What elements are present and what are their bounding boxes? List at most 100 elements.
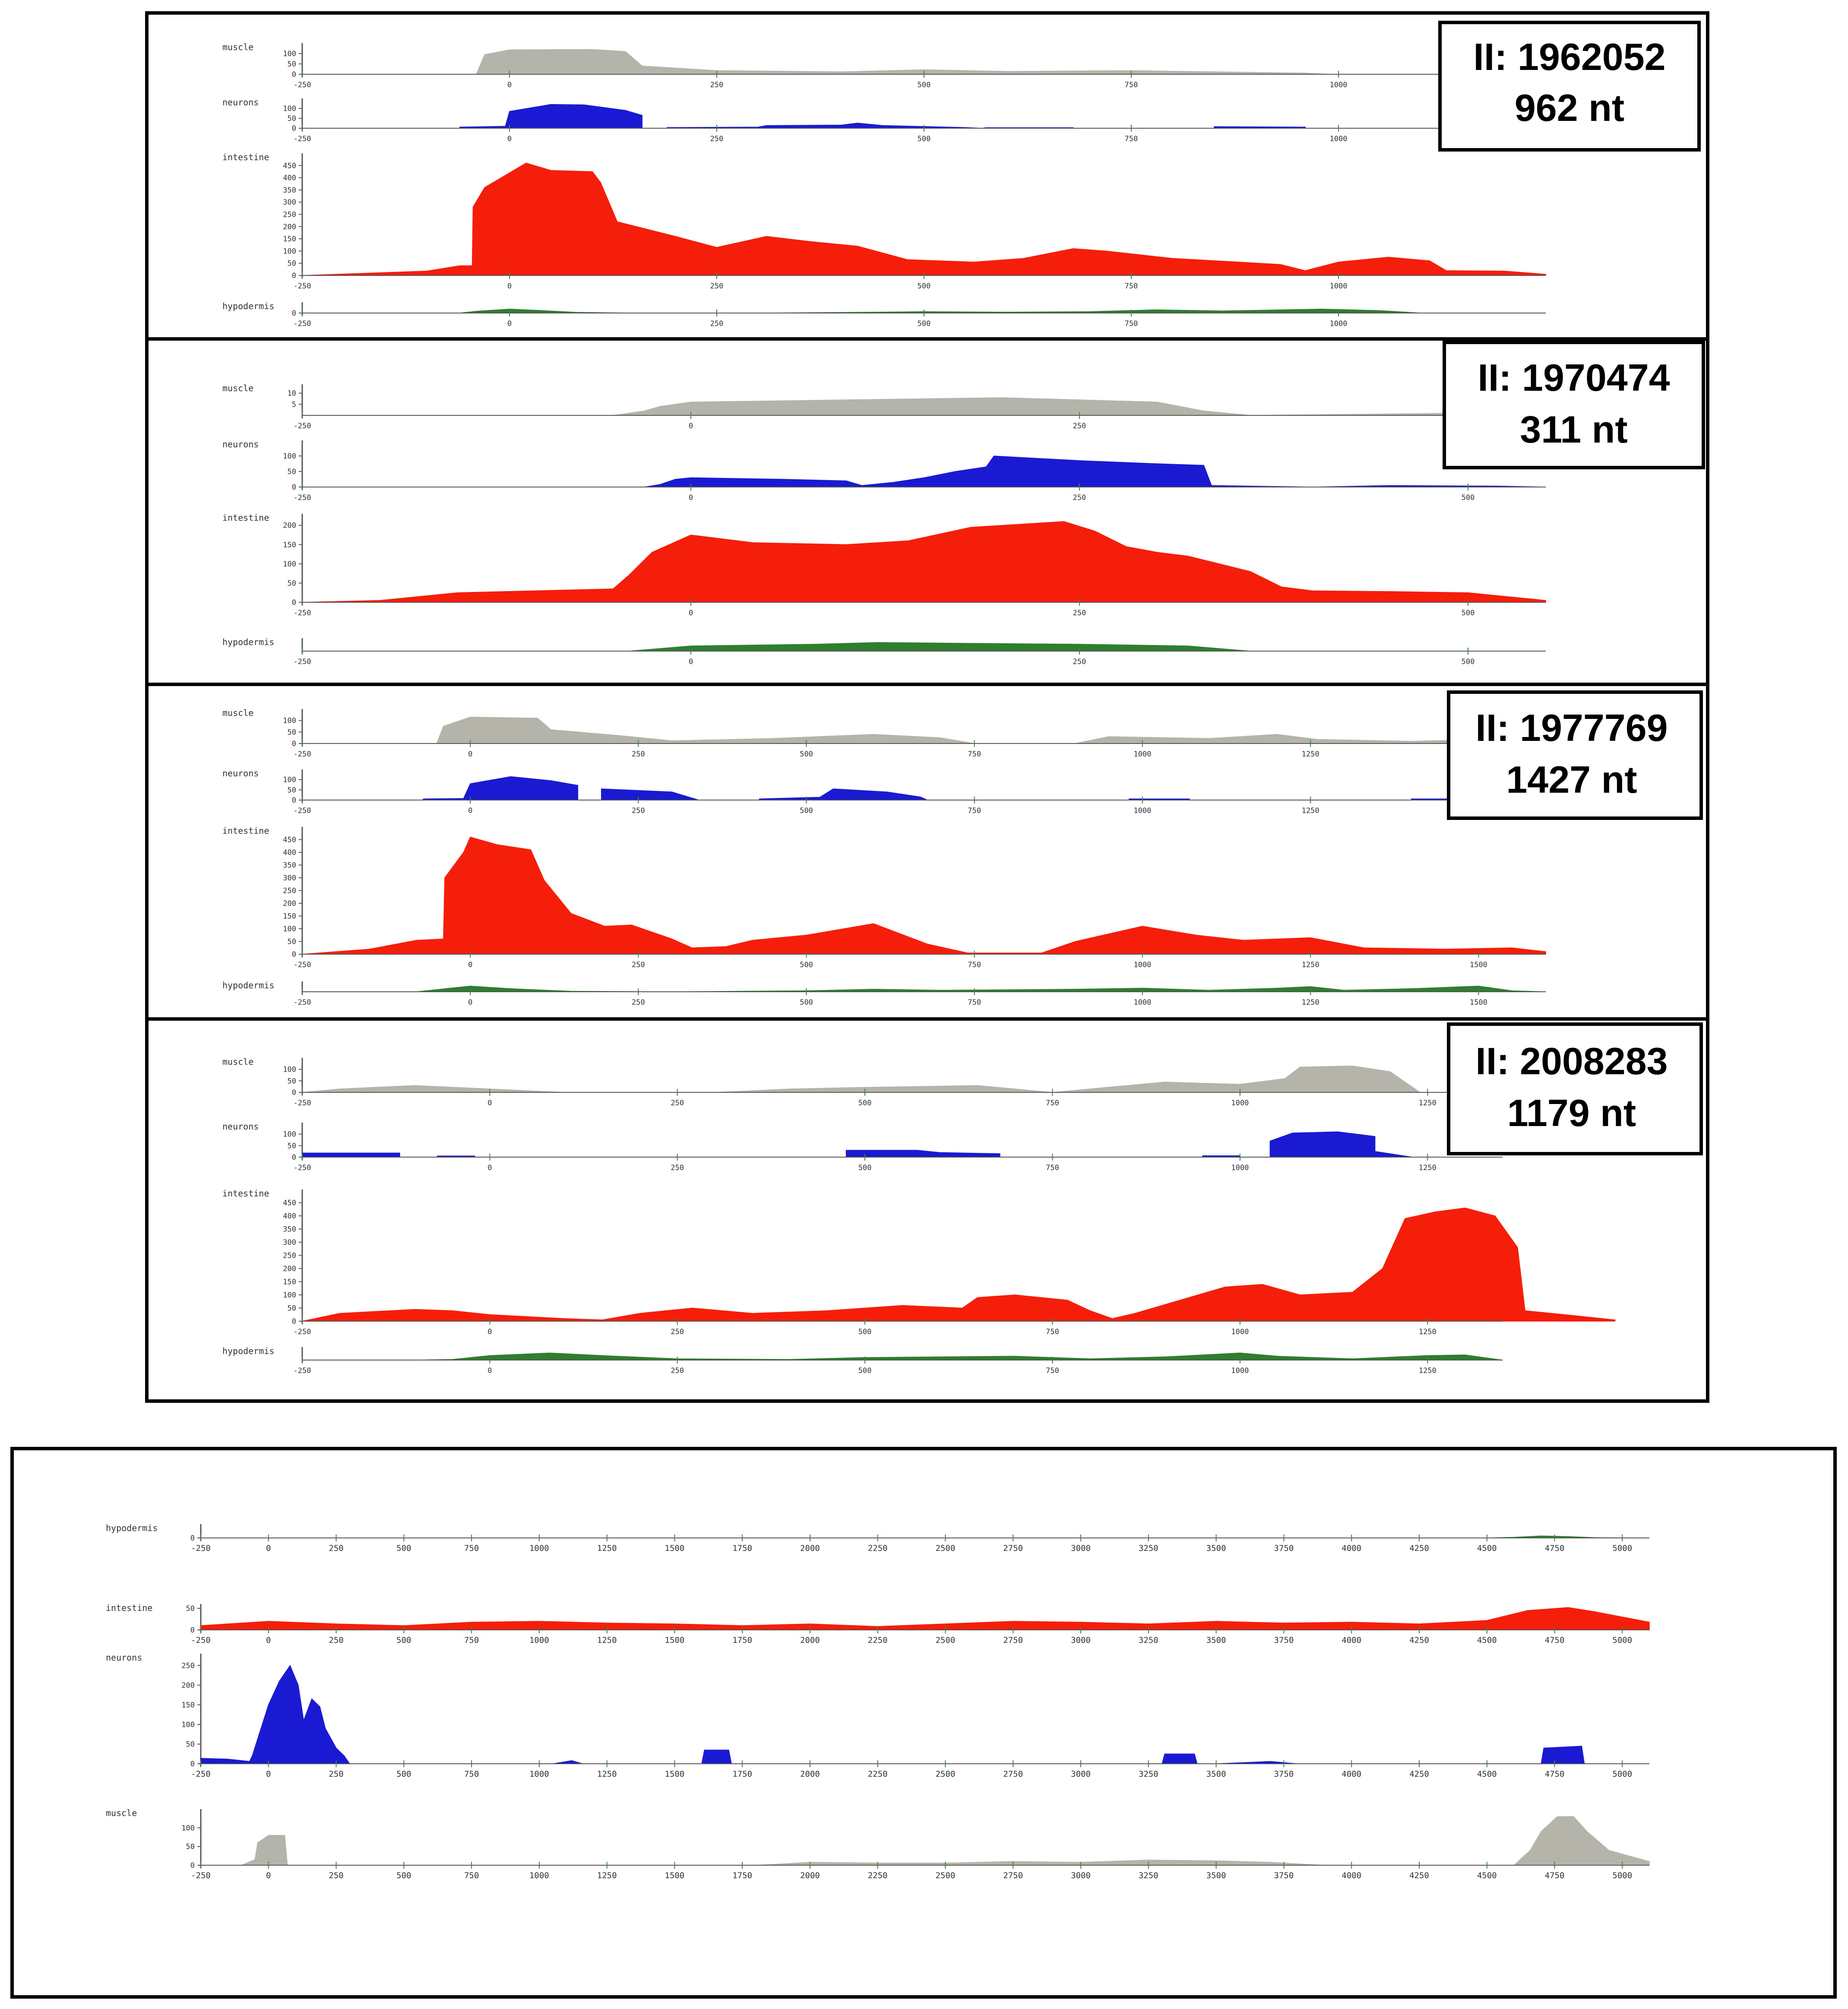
y-tick-label: 0 <box>292 950 296 959</box>
x-tick-label: 250 <box>632 961 645 969</box>
transcript-length: 1179 nt <box>1507 1092 1636 1134</box>
x-tick-label: 1750 <box>732 1544 752 1553</box>
track-hypodermis: hypodermis -250 0 250 500 750 1000 1250 1500 <box>222 980 1546 1007</box>
track-name-label: intestine <box>106 1603 152 1613</box>
y-tick-label: 100 <box>283 247 296 256</box>
x-tick-label: 0 <box>468 807 472 815</box>
y-tick-label: 50 <box>288 259 296 268</box>
y-tick-label: 350 <box>283 186 296 195</box>
x-tick-label: 4250 <box>1409 1636 1429 1645</box>
x-tick-label: 250 <box>671 1328 684 1336</box>
x-tick-label: 750 <box>1125 135 1138 143</box>
x-tick-label: 3500 <box>1206 1636 1226 1645</box>
x-tick-label: 0 <box>266 1871 271 1880</box>
y-tick-label: 0 <box>292 1088 296 1097</box>
x-tick-label: 1750 <box>732 1636 752 1645</box>
x-tick-label: 250 <box>1073 658 1086 666</box>
x-tick-label: 1500 <box>1470 961 1487 969</box>
x-tick-label: 1500 <box>1470 998 1487 1007</box>
x-tick-label: -250 <box>294 961 311 969</box>
x-tick-label: 1500 <box>665 1871 685 1880</box>
x-tick-label: 5000 <box>1612 1769 1632 1779</box>
x-tick-label: 2750 <box>1003 1871 1023 1880</box>
x-tick-label: 750 <box>464 1544 479 1553</box>
x-tick-label: 2000 <box>800 1769 820 1779</box>
x-tick-label: 250 <box>329 1544 343 1553</box>
x-tick-label: 500 <box>396 1544 411 1553</box>
coverage-area-muscle <box>302 1065 1503 1093</box>
x-tick-label: -250 <box>294 494 311 502</box>
x-tick-label: 500 <box>858 1099 872 1107</box>
x-tick-label: 750 <box>464 1871 479 1880</box>
x-tick-label: 3000 <box>1071 1636 1091 1645</box>
x-tick-label: 3000 <box>1071 1544 1091 1553</box>
locus-label-box <box>1447 690 1703 820</box>
y-tick-label: 0 <box>190 1760 195 1769</box>
panel-frame <box>10 1447 1837 1999</box>
x-tick-label: 0 <box>266 1636 271 1645</box>
coverage-area-intestine <box>302 836 1546 955</box>
x-tick-label: 750 <box>968 807 981 815</box>
track-name-label: hypodermis <box>222 1346 274 1356</box>
x-tick-label: 0 <box>507 320 512 328</box>
x-tick-label: 250 <box>710 135 724 143</box>
x-tick-label: 3750 <box>1274 1544 1294 1553</box>
y-tick-label: 200 <box>283 522 296 530</box>
coverage-area-intestine <box>302 1207 1616 1322</box>
x-tick-label: 1000 <box>529 1636 549 1645</box>
x-tick-label: -250 <box>191 1636 211 1645</box>
x-tick-label: 250 <box>1073 609 1086 617</box>
x-tick-label: 1250 <box>1302 961 1320 969</box>
locus-label-box <box>1443 341 1705 469</box>
y-tick-label: 0 <box>190 1534 195 1543</box>
coverage-area-intestine <box>302 162 1546 276</box>
x-tick-label: 500 <box>918 135 931 143</box>
x-tick-label: 250 <box>1073 422 1086 430</box>
x-tick-label: 3500 <box>1206 1544 1226 1553</box>
locus-label-box <box>1438 21 1701 152</box>
x-tick-label: 2500 <box>936 1636 956 1645</box>
x-tick-label: 2000 <box>800 1544 820 1553</box>
x-tick-label: 1500 <box>665 1544 685 1553</box>
y-tick-label: 50 <box>288 728 296 737</box>
x-tick-label: 750 <box>968 750 981 759</box>
x-tick-label: 2500 <box>936 1544 956 1553</box>
x-tick-label: 500 <box>858 1164 872 1172</box>
x-tick-label: 2750 <box>1003 1769 1023 1779</box>
x-tick-label: 500 <box>396 1769 411 1779</box>
track-name-label: intestine <box>222 152 269 162</box>
x-tick-label: -250 <box>294 422 311 430</box>
x-tick-label: 250 <box>329 1871 343 1880</box>
x-tick-label: 750 <box>1046 1328 1059 1336</box>
y-tick-label: 200 <box>283 223 296 231</box>
x-tick-label: 1250 <box>597 1871 617 1880</box>
y-tick-label: 450 <box>283 836 296 845</box>
x-tick-label: -250 <box>191 1871 211 1880</box>
y-tick-label: 50 <box>288 579 296 588</box>
track-name-label: intestine <box>222 1188 269 1199</box>
x-tick-label: 4750 <box>1545 1636 1565 1645</box>
x-tick-label: 4500 <box>1477 1636 1497 1645</box>
y-tick-label: 0 <box>292 70 296 79</box>
y-tick-label: 100 <box>283 1130 296 1139</box>
track-name-label: intestine <box>222 826 269 836</box>
x-tick-label: 1750 <box>732 1871 752 1880</box>
x-tick-label: 1250 <box>597 1636 617 1645</box>
x-tick-label: -250 <box>294 1367 311 1375</box>
coverage-area-neurons <box>302 1131 1503 1158</box>
x-tick-label: 0 <box>487 1328 492 1336</box>
track-intestine: intestine 500-250 0 250 500 750 1000 1250 1500 17… <box>106 1603 1650 1645</box>
x-tick-label: 750 <box>1046 1099 1059 1107</box>
y-tick-label: 250 <box>181 1661 195 1670</box>
y-tick-label: 50 <box>288 1304 296 1313</box>
x-tick-label: 3500 <box>1206 1769 1226 1779</box>
x-tick-label: 500 <box>396 1871 411 1880</box>
x-tick-label: 750 <box>968 998 981 1007</box>
x-tick-label: 1000 <box>1231 1164 1249 1172</box>
track-name-label: hypodermis <box>222 980 274 990</box>
x-tick-label: 1000 <box>1133 998 1151 1007</box>
